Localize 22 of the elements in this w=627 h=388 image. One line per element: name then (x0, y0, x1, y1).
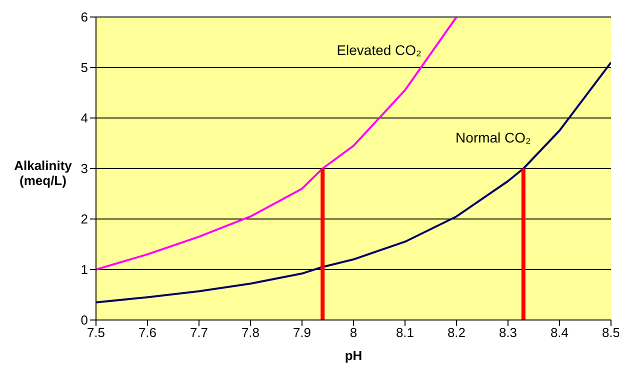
series-label: Elevated CO₂ (336, 42, 422, 58)
x-tick-label: 8.4 (550, 325, 569, 340)
x-tick-label: 7.7 (190, 325, 208, 340)
y-tick-label: 6 (80, 10, 88, 25)
y-tick-label: 0 (80, 312, 88, 328)
x-tick-label: 7.9 (292, 325, 312, 340)
line-series (96, 17, 458, 270)
y-tick-label: 4 (80, 110, 88, 126)
y-tick-label: 1 (80, 262, 88, 278)
y-axis-title: Alkalinity (meq/L) (13, 158, 73, 188)
x-tick-label: 8.3 (498, 325, 518, 340)
x-axis-title: pH (344, 348, 362, 363)
x-tick-label: 7.8 (241, 325, 260, 340)
series-label: Normal CO₂ (456, 129, 531, 146)
y-tick-label: 2 (80, 212, 88, 227)
x-tick-label: 8.1 (396, 325, 414, 340)
x-tick-label: 8.2 (447, 325, 466, 340)
x-tick-label: 7.6 (138, 325, 157, 340)
x-tick-label: 7.5 (86, 325, 106, 340)
y-tick-label: 3 (80, 161, 88, 176)
x-tick-label: 8 (350, 325, 358, 340)
y-tick-label: 5 (80, 60, 88, 76)
